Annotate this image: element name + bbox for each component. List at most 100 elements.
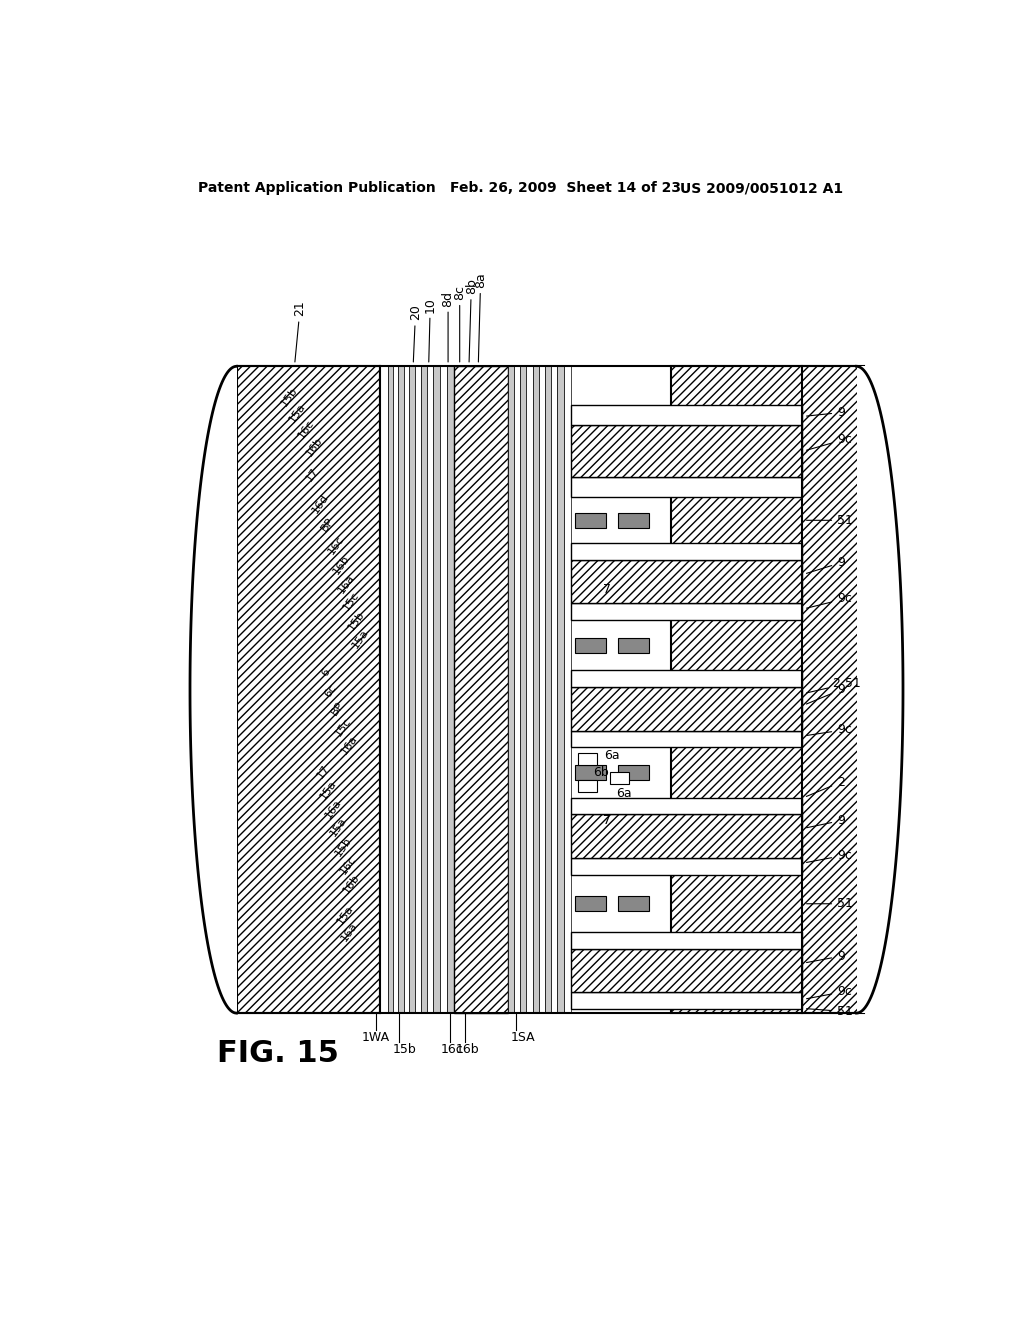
Bar <box>571 797 802 814</box>
Text: 21: 21 <box>294 301 306 362</box>
Text: BP: BP <box>329 700 345 717</box>
Bar <box>571 932 802 949</box>
Bar <box>856 367 1012 1014</box>
Bar <box>575 512 606 528</box>
Bar <box>427 367 433 1014</box>
Text: 8d: 8d <box>441 290 455 362</box>
Bar <box>403 367 410 1014</box>
Text: 10: 10 <box>424 297 437 362</box>
Text: 16a: 16a <box>324 797 343 820</box>
Bar <box>447 367 454 1014</box>
Bar <box>415 367 421 1014</box>
Bar <box>398 367 403 1014</box>
Text: 8c: 8c <box>454 285 466 362</box>
Text: 15b: 15b <box>280 385 299 409</box>
Bar <box>421 367 427 1014</box>
Text: 15a: 15a <box>317 779 338 801</box>
Text: 6c: 6c <box>324 682 339 700</box>
Bar <box>388 367 393 1014</box>
Bar <box>520 367 526 1014</box>
Text: 15b: 15b <box>346 609 367 632</box>
Text: 20: 20 <box>409 305 422 362</box>
Bar <box>545 367 551 1014</box>
Text: 15b: 15b <box>334 836 353 858</box>
Text: 8a: 8a <box>474 272 487 362</box>
Text: 9: 9 <box>807 949 845 962</box>
Text: 17: 17 <box>315 763 332 780</box>
Text: Feb. 26, 2009  Sheet 14 of 23: Feb. 26, 2009 Sheet 14 of 23 <box>450 181 681 195</box>
Text: 1SA: 1SA <box>511 1031 536 1044</box>
Bar <box>571 993 802 1010</box>
Text: 9: 9 <box>806 684 845 704</box>
Bar <box>571 603 802 620</box>
Text: 16d: 16d <box>310 492 331 515</box>
Bar <box>508 367 514 1014</box>
Text: 2 51: 2 51 <box>807 677 861 693</box>
Text: 16a: 16a <box>337 572 356 595</box>
Bar <box>433 367 439 1014</box>
Text: US 2009/0051012 A1: US 2009/0051012 A1 <box>680 181 843 195</box>
Bar <box>610 772 630 784</box>
Bar <box>671 367 864 1014</box>
Bar <box>557 367 563 1014</box>
Text: 51: 51 <box>807 1005 853 1018</box>
Bar <box>571 405 802 425</box>
Bar <box>514 367 520 1014</box>
Bar <box>571 560 802 603</box>
Bar <box>571 949 802 993</box>
Text: 16b: 16b <box>304 434 325 458</box>
Text: BP: BP <box>319 515 336 533</box>
Bar <box>454 367 508 1014</box>
Text: 8b: 8b <box>465 279 478 362</box>
Text: 51: 51 <box>807 513 853 527</box>
Bar <box>571 814 802 858</box>
Text: 16b: 16b <box>341 873 361 895</box>
Text: 15a: 15a <box>350 627 371 651</box>
Text: 15a: 15a <box>335 903 355 925</box>
Text: 16b: 16b <box>331 553 351 577</box>
Bar <box>571 730 802 747</box>
Bar <box>617 896 649 911</box>
Bar <box>578 780 597 792</box>
Text: 15c: 15c <box>341 590 361 612</box>
Bar <box>393 367 398 1014</box>
Text: 2: 2 <box>806 776 845 796</box>
Text: 15b: 15b <box>393 1043 417 1056</box>
Text: Patent Application Publication: Patent Application Publication <box>198 181 435 195</box>
Text: 1WA: 1WA <box>361 1031 390 1044</box>
Text: 16c: 16c <box>296 418 316 441</box>
Text: 16b: 16b <box>456 1043 479 1056</box>
Text: 15a: 15a <box>287 401 307 424</box>
Text: 16a: 16a <box>339 920 359 942</box>
Bar <box>571 671 802 688</box>
Text: 16c: 16c <box>326 533 345 556</box>
Text: 6a: 6a <box>604 748 621 762</box>
Bar <box>571 544 802 561</box>
Bar <box>578 754 597 764</box>
Text: 9: 9 <box>807 407 845 418</box>
Text: 7: 7 <box>603 583 611 597</box>
Bar <box>617 764 649 780</box>
Bar <box>128 367 237 1014</box>
Text: 9: 9 <box>807 814 845 828</box>
Bar <box>571 688 802 730</box>
Bar <box>571 478 802 498</box>
Bar <box>532 367 539 1014</box>
Bar <box>575 896 606 911</box>
Bar <box>410 367 415 1014</box>
Text: 9c: 9c <box>807 593 852 609</box>
Text: FIG. 15: FIG. 15 <box>217 1039 339 1068</box>
Bar <box>539 367 545 1014</box>
Text: 6b: 6b <box>593 767 608 779</box>
Bar <box>571 425 802 478</box>
Bar <box>575 638 606 653</box>
Bar <box>526 367 532 1014</box>
Text: 51: 51 <box>807 898 853 911</box>
Text: 6a: 6a <box>616 787 632 800</box>
Bar <box>380 367 388 1014</box>
Text: 7: 7 <box>603 814 611 828</box>
Text: 17: 17 <box>304 466 321 483</box>
Text: 15c: 15c <box>334 715 353 738</box>
Text: 16a: 16a <box>339 734 359 756</box>
Text: 9c: 9c <box>807 985 852 999</box>
